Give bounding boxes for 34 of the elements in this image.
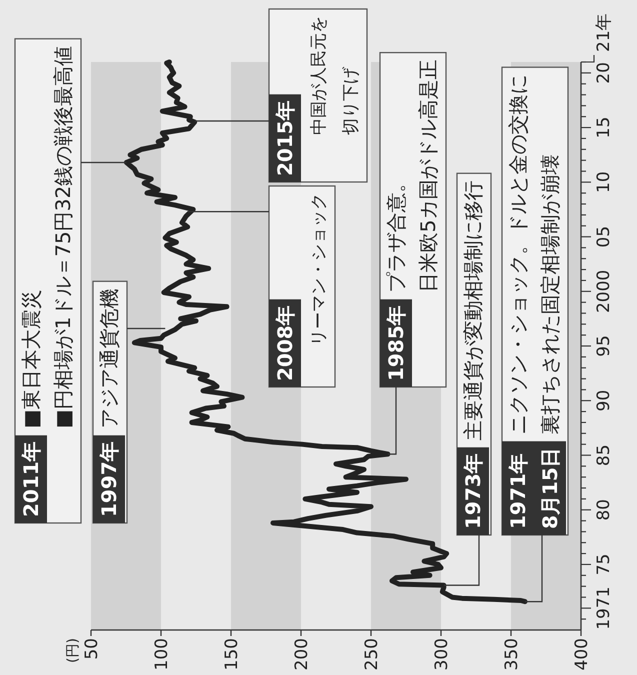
ytick: 15 <box>594 116 614 138</box>
xtick: 300 <box>432 638 452 670</box>
ytick: 95 <box>594 335 614 357</box>
annotation: 1973年主要通貨が変動相場制に移行 <box>461 180 485 529</box>
annotation: 2011年■東日本大震災 ■円相場が1ドル＝75円32銭の戦後最高値 <box>19 46 75 517</box>
annotation: 1971年 8月15日ニクソン・ショック。ドルと金の交換に裏打ちされた固定相場制が崩壊 <box>506 74 562 529</box>
xtick: 200 <box>292 638 312 670</box>
annotation: 1985年プラザ合意。日米欧5カ国がドル高是正 <box>384 60 440 381</box>
annotation: 1997年アジア通貨危機 <box>92 280 128 524</box>
xtick: 150 <box>222 638 242 670</box>
annotation: 2008年リーマン・ショック <box>268 185 336 388</box>
annotation: 2008年リーマン・ショック <box>273 193 329 381</box>
xtick: 50 <box>82 638 102 660</box>
ylabel: 21年 <box>594 13 614 52</box>
ytick: 75 <box>594 554 614 576</box>
annotation: 1997年アジア通貨危機 <box>97 288 121 517</box>
xtick: 350 <box>502 638 522 670</box>
ytick: 05 <box>594 226 614 248</box>
ytick: 10 <box>594 171 614 193</box>
ytick: 85 <box>594 444 614 466</box>
annotation: 1985年プラザ合意。日米欧5カ国がドル高是正 <box>379 52 447 388</box>
annotation: 2011年■東日本大震災 ■円相場が1ドル＝75円32銭の戦後最高値 <box>14 38 82 524</box>
xtick: 400 <box>572 638 592 670</box>
annotation: 2015年中国が人民元を切り下げ <box>273 16 361 176</box>
ytick: 1971 <box>594 586 614 630</box>
ytick: 20 <box>594 62 614 84</box>
annotation: 1971年 8月15日ニクソン・ショック。ドルと金の交換に裏打ちされた固定相場制が崩壊 <box>501 66 569 536</box>
ytick: 2000 <box>594 270 614 314</box>
ytick: 90 <box>594 390 614 412</box>
xtick: 100 <box>152 638 172 670</box>
ytick: 80 <box>594 499 614 521</box>
xtick: 250 <box>362 638 382 670</box>
annotation: 1973年主要通貨が変動相場制に移行 <box>456 172 492 536</box>
annotation: 2015年中国が人民元を切り下げ <box>268 8 368 183</box>
